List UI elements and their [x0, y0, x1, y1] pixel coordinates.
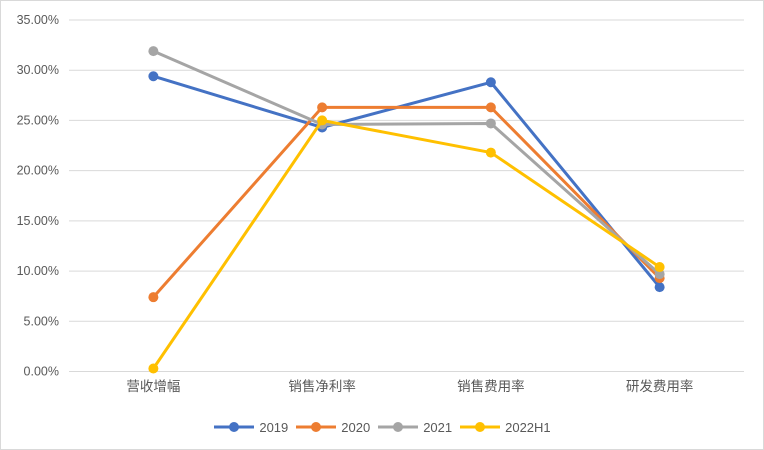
series-line-2022H1	[151, 118, 662, 370]
data-point-2022H1	[317, 115, 328, 126]
data-point-2021	[654, 269, 665, 280]
data-point-2019	[148, 71, 159, 82]
legend-item-2019: 2019	[213, 421, 288, 434]
data-point-2021	[485, 118, 496, 129]
legend-marker-2021	[378, 422, 419, 432]
data-point-2022H1	[654, 262, 665, 273]
data-point-2019	[654, 282, 665, 293]
x-category-label: 研发费用率	[626, 378, 694, 394]
data-point-2022H1	[148, 363, 159, 374]
x-category-label: 销售净利率	[288, 378, 356, 394]
data-point-2020	[485, 102, 496, 113]
y-tick-label: 35.00%	[17, 13, 59, 27]
data-point-2020	[317, 102, 328, 113]
series-line-2020	[151, 105, 662, 299]
chart-legend: 2019 2020 2021 2022H1	[1, 413, 763, 441]
legend-marker-2020	[296, 422, 337, 432]
legend-marker-2019	[214, 422, 255, 432]
legend-item-2021: 2021	[377, 421, 452, 434]
legend-marker-2022H1	[460, 422, 501, 432]
legend-item-2022H1: 2022H1	[459, 421, 551, 434]
data-point-2022H1	[485, 147, 496, 158]
data-point-2021	[148, 46, 159, 57]
y-tick-label: 0.00%	[24, 365, 59, 379]
y-tick-label: 20.00%	[17, 164, 59, 178]
legend-label: 2020	[341, 419, 371, 435]
legend-item-2020: 2020	[295, 421, 370, 434]
x-category-label: 销售费用率	[457, 378, 525, 394]
legend-label: 2021	[423, 419, 453, 435]
x-category-label: 营收增幅	[126, 379, 180, 394]
y-tick-label: 15.00%	[17, 214, 59, 228]
legend-label: 2019	[259, 419, 289, 435]
y-tick-label: 30.00%	[17, 63, 59, 77]
y-tick-label: 5.00%	[24, 314, 59, 328]
y-tick-label: 25.00%	[17, 113, 59, 127]
legend-label: 2022H1	[505, 419, 551, 435]
series-line-2021	[151, 49, 662, 276]
y-tick-label: 10.00%	[17, 264, 59, 278]
series-line-2019	[151, 74, 662, 289]
data-point-2020	[148, 292, 159, 303]
data-point-2019	[485, 77, 496, 88]
